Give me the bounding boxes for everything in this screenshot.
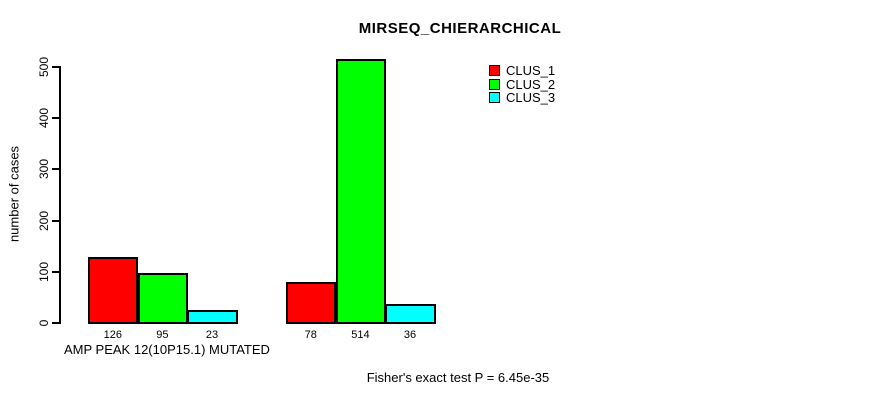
bar-clus_1-group1 [88,257,139,324]
y-tick [52,322,59,324]
bar-value-label: 514 [351,329,370,341]
y-tick-label: 400 [37,108,51,129]
y-tick [52,168,59,171]
legend-item-clus_2: CLUS_2 [489,76,556,92]
legend-label: CLUS_2 [506,76,556,92]
legend-swatch-icon [489,65,500,77]
y-tick-label: 0 [37,319,51,327]
legend-item-clus_3: CLUS_3 [489,89,556,105]
bar-value-label: 36 [403,329,417,341]
bar-clus_2-group1 [137,273,188,324]
y-tick [52,66,59,68]
y-tick [52,270,59,273]
legend-label: CLUS_3 [506,89,556,105]
x-axis-group-label: AMP PEAK 12(10P15.1) MUTATED [64,342,270,357]
bar-clus_3-group2 [385,303,436,324]
bar-clus_3-group1 [187,310,238,324]
y-axis-title: number of cases [6,145,22,243]
bar-value-label: 78 [304,329,317,341]
y-tick [52,117,59,120]
y-tick-label: 500 [37,56,51,78]
bar-clus_1-group2 [286,282,337,324]
legend-item-clus_1: CLUS_1 [489,63,556,79]
legend-label: CLUS_1 [506,63,556,79]
y-tick-label: 200 [37,210,51,231]
fisher-test-annotation: Fisher's exact test P = 6.45e-35 [366,370,550,385]
bar-clus_2-group2 [335,58,386,324]
legend: CLUS_1 CLUS_2 CLUS_3 [489,63,556,105]
legend-swatch-icon [489,91,500,103]
y-tick [52,219,59,222]
y-tick-label: 100 [37,261,51,282]
bar-value-label: 95 [156,329,169,341]
bar-value-label: 126 [103,329,122,341]
bar-value-label: 23 [205,329,219,341]
y-tick-label: 300 [37,159,51,180]
y-axis-line [59,66,61,324]
legend-swatch-icon [489,78,500,90]
chart-title: MIRSEQ_CHIERARCHICAL [358,20,562,37]
